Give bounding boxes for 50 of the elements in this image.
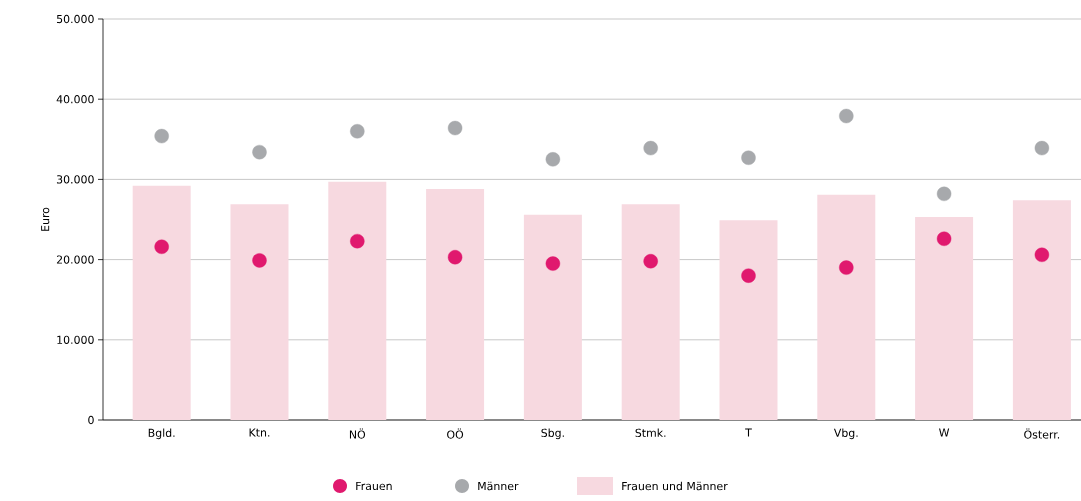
point — [936, 231, 952, 246]
x-tick-label: NÖ — [349, 428, 366, 439]
bar — [230, 204, 289, 420]
point — [154, 239, 169, 254]
bar — [915, 217, 974, 420]
y-tick-label: 0 — [88, 415, 94, 425]
point — [252, 144, 267, 160]
x-tick-label: Stmk. — [635, 428, 666, 437]
x-tick-label: Vbg. — [833, 428, 858, 440]
x-tick-label: T — [745, 428, 752, 437]
point — [545, 256, 561, 271]
x-tick-label: Ktn. — [249, 428, 270, 437]
point — [545, 152, 561, 167]
x-tick-label: W — [939, 428, 950, 437]
point — [154, 128, 169, 144]
bar — [817, 194, 876, 420]
x-tick-label: Sbg. — [541, 428, 564, 440]
bar — [132, 185, 191, 420]
legend-label: Frauen — [356, 481, 392, 491]
bar — [621, 204, 680, 420]
point — [447, 250, 463, 265]
point — [839, 260, 854, 275]
point — [741, 150, 756, 165]
point — [350, 124, 365, 139]
point — [741, 268, 756, 283]
bar — [1012, 200, 1071, 420]
y-tick-label: 50.000 — [56, 14, 94, 24]
point — [447, 120, 463, 136]
y-tick-label: 20.000 — [56, 255, 94, 264]
bar — [426, 189, 485, 420]
point — [350, 233, 365, 249]
y-axis-title: Euro — [41, 207, 50, 231]
bar — [719, 220, 778, 420]
point — [643, 254, 658, 269]
x-tick-label: Bgld. — [148, 428, 175, 440]
point — [936, 186, 952, 202]
y-tick-label: 40.000 — [56, 95, 94, 104]
y-tick-label: 10.000 — [57, 335, 94, 344]
x-tick-label: OÖ — [447, 428, 464, 439]
bar — [523, 214, 582, 420]
legend-label: Frauen und Männer — [622, 481, 728, 491]
point — [1034, 247, 1050, 262]
x-tick-label: Österr. — [1024, 428, 1060, 439]
point — [839, 108, 854, 124]
bar — [328, 181, 387, 420]
point — [643, 140, 658, 156]
point — [1034, 140, 1050, 156]
point — [252, 253, 267, 268]
legend-label: Männer — [478, 481, 519, 491]
y-tick-label: 30.000 — [56, 175, 94, 184]
